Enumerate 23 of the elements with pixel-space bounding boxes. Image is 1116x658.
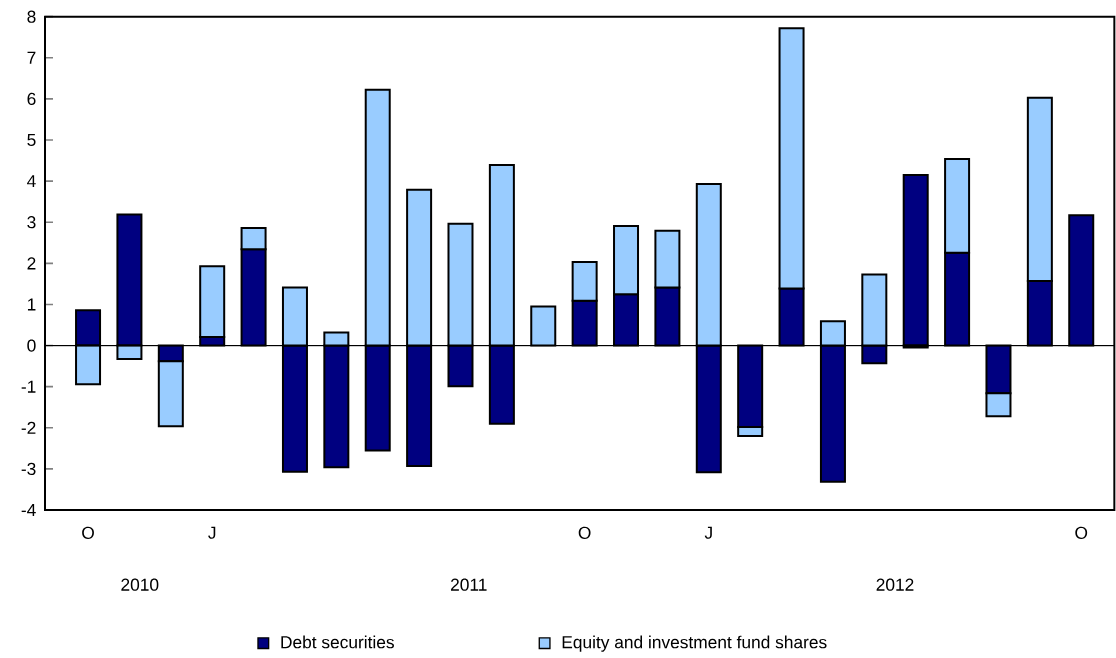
y-tick-label: -2 [21, 421, 36, 434]
y-tick-label: 7 [27, 51, 36, 64]
x-tick-label: J [208, 526, 216, 539]
y-tick-label: 1 [27, 298, 36, 311]
y-tick-label: -1 [21, 380, 36, 393]
y-tick-label: -3 [21, 462, 36, 476]
y-tick-label: 5 [27, 133, 36, 147]
x-tick-label: O [578, 526, 591, 539]
legend-label: Debt securities [281, 635, 394, 649]
text: 2012 [876, 578, 914, 591]
y-tick-label: -4 [21, 504, 36, 516]
x-tick-label: J [704, 526, 712, 539]
y-tick-label: 4 [27, 175, 36, 188]
x-tick-label: O [82, 526, 94, 539]
legend-label: Equity and investment fund shares [562, 635, 827, 652]
y-tick-label: 8 [27, 10, 36, 23]
text: 2010 [121, 578, 159, 591]
text: 2011 [451, 578, 487, 591]
y-tick-label: 0 [27, 339, 36, 352]
x-tick-label: O [1075, 526, 1088, 539]
y-tick-label: 3 [27, 216, 36, 229]
y-tick-label: 6 [27, 92, 36, 106]
y-tick-label: 2 [27, 257, 36, 270]
